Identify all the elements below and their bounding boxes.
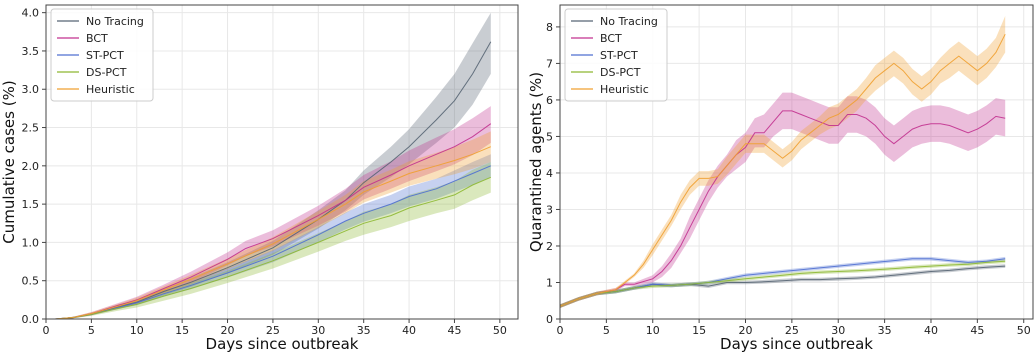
series-line-no-tracing [55, 41, 492, 320]
y-tick-label: 0 [546, 313, 553, 326]
legend-label: No Tracing [86, 15, 144, 28]
series-line-ds-pct [55, 176, 491, 320]
legend-label: BCT [600, 32, 622, 45]
series-line-bct [55, 123, 492, 320]
chart-panel-1: 0 5 10 15 20 25 30 35 40 45 50 0.0 0.5 1.0 1.5 2.0 2.5 3.… [0, 4, 519, 353]
x-tick-label: 20 [738, 324, 752, 337]
x-tick-label: 35 [357, 324, 371, 337]
y-tick-label: 3.5 [22, 45, 40, 58]
y-tick-label: 4.0 [22, 7, 40, 20]
y-tick-label: 3 [546, 203, 553, 216]
confidence-band-heuristic [560, 16, 1006, 308]
x-tick-label: 10 [130, 324, 144, 337]
y-tick-label: 1 [546, 276, 553, 289]
legend-label: Heuristic [600, 83, 649, 96]
x-tick-label: 0 [43, 324, 50, 337]
x-axis-label: Days since outbreak [720, 335, 873, 353]
x-axis-label: Days since outbreak [206, 335, 359, 353]
axes-frame [559, 4, 1034, 320]
x-tick-label: 20 [221, 324, 235, 337]
y-axis-label: Cumulative cases (%) [0, 80, 18, 243]
legend-label: Heuristic [86, 83, 135, 96]
x-tick-label: 45 [447, 324, 461, 337]
legend-label: ST-PCT [600, 49, 638, 62]
confidence-band-heuristic [55, 131, 491, 319]
x-tick-label: 30 [311, 324, 325, 337]
confidence-band-no-tracing [55, 12, 491, 319]
y-tick-label: 2 [546, 240, 553, 253]
series-line-st-pct [55, 165, 491, 320]
confidence-band-bct [560, 92, 1006, 308]
legend-label: ST-PCT [86, 49, 124, 62]
y-tick-label: 0.5 [22, 275, 40, 288]
y-tick-label: 2.5 [22, 122, 40, 135]
y-tick-label: 1.5 [22, 198, 40, 211]
y-tick-label: 3.0 [22, 83, 40, 96]
x-tick-label: 15 [692, 324, 706, 337]
x-tick-label: 50 [1017, 324, 1031, 337]
series-line-ds-pct [559, 260, 1006, 307]
x-tick-label: 5 [603, 324, 610, 337]
x-tick-label: 25 [785, 324, 799, 337]
x-tick-label: 50 [493, 324, 507, 337]
y-tick-label: 1.0 [22, 236, 40, 249]
x-tick-label: 35 [878, 324, 892, 337]
x-tick-label: 45 [970, 324, 984, 337]
x-tick-label: 30 [831, 324, 845, 337]
y-tick-label: 0.0 [22, 313, 40, 326]
x-tick-label: 40 [924, 324, 938, 337]
x-tick-label: 0 [557, 324, 564, 337]
legend-label: DS-PCT [600, 66, 641, 79]
x-tick-label: 15 [175, 324, 189, 337]
y-tick-label: 6 [546, 94, 553, 107]
series-line-heuristic [55, 146, 491, 320]
y-tick-label: 4 [546, 167, 553, 180]
legend-label: No Tracing [600, 15, 658, 28]
y-tick-label: 5 [546, 130, 553, 143]
x-tick-label: 40 [402, 324, 416, 337]
y-axis-label: Quarantined agents (%) [527, 72, 545, 252]
x-tick-label: 5 [88, 324, 95, 337]
legend: No Tracing BCT ST-PCT DS-PCT Heuristic [564, 8, 668, 102]
series-line-heuristic [559, 33, 1006, 307]
legend-label: BCT [86, 32, 108, 45]
axes-frame [45, 4, 519, 320]
x-tick-label: 25 [266, 324, 280, 337]
legend-box [50, 8, 154, 102]
legend-label: DS-PCT [86, 66, 127, 79]
legend: No Tracing BCT ST-PCT DS-PCT Heuristic [50, 8, 154, 102]
y-tick-label: 8 [546, 21, 553, 34]
legend-box [564, 8, 668, 102]
series-line-bct [559, 110, 1006, 307]
y-tick-label: 2.0 [22, 160, 40, 173]
x-tick-label: 10 [646, 324, 660, 337]
y-tick-label: 7 [546, 57, 553, 70]
